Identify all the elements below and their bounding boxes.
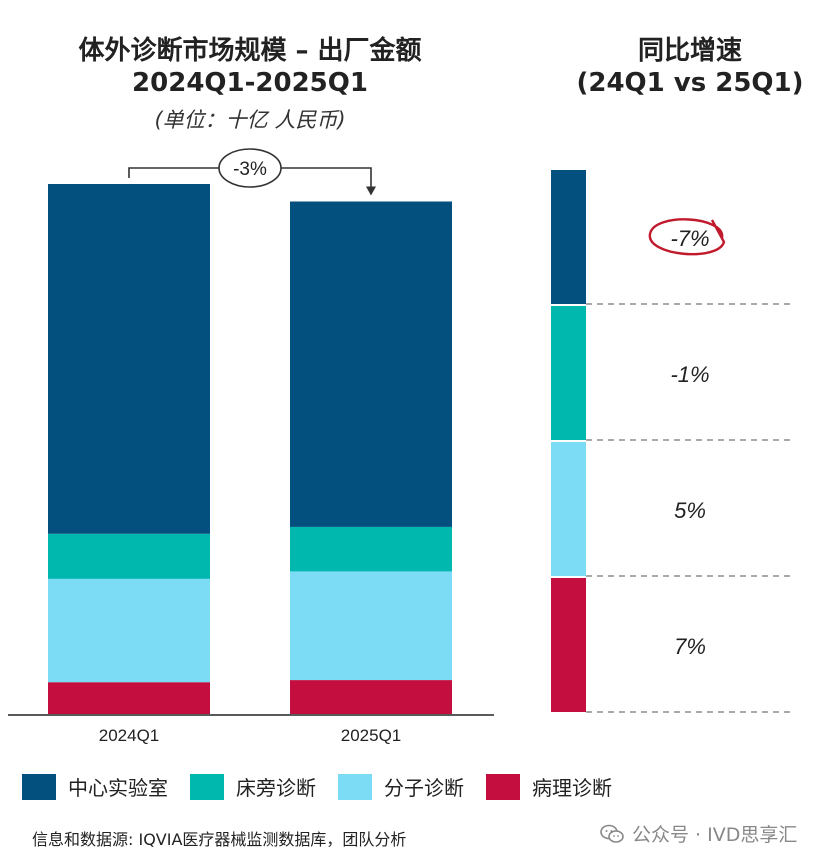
legend-item: 分子诊断 bbox=[338, 772, 464, 801]
growth-segment-molecular bbox=[551, 442, 586, 576]
growth-label-pathology: 7% bbox=[674, 634, 706, 659]
legend-item: 病理诊断 bbox=[486, 772, 612, 801]
highlight-circle bbox=[648, 218, 726, 256]
growth-label-molecular: 5% bbox=[674, 498, 706, 523]
legend-swatch bbox=[22, 773, 56, 800]
bar-segment-poct-2024Q1 bbox=[48, 533, 210, 579]
bar-segment-central_lab-2024Q1 bbox=[48, 184, 210, 534]
watermark-text: 公众号 · IVD思享汇 bbox=[632, 824, 798, 846]
total-change-label: -3% bbox=[233, 159, 267, 180]
bar-segment-poct-2025Q1 bbox=[290, 526, 452, 572]
chart-unit: (单位：十亿 人民币) bbox=[154, 108, 346, 132]
growth-subtitle: (24Q1 vs 25Q1) bbox=[576, 68, 804, 98]
growth-label-central_lab: -7% bbox=[670, 226, 709, 251]
x-tick-label: 2024Q1 bbox=[99, 726, 160, 745]
stacked-bar-chart: 2024Q1 2025Q1 -3% -7% -1% 5% 7% bbox=[8, 148, 790, 745]
bar-segment-pathology-2025Q1 bbox=[290, 680, 452, 714]
legend-swatch bbox=[190, 773, 224, 800]
legend-label: 床旁诊断 bbox=[236, 776, 316, 800]
growth-segment-pathology bbox=[551, 578, 586, 712]
legend-label: 中心实验室 bbox=[68, 776, 168, 800]
bar-segment-central_lab-2025Q1 bbox=[290, 201, 452, 527]
legend-swatch bbox=[338, 773, 372, 800]
source-note: 信息和数据源: IQVIA医疗器械监测数据库，团队分析 bbox=[32, 830, 407, 849]
change-ellipse bbox=[218, 148, 282, 188]
x-tick-label: 2025Q1 bbox=[341, 726, 402, 745]
growth-label-poct: -1% bbox=[670, 362, 709, 387]
legend-swatch bbox=[486, 773, 520, 800]
wechat-icon bbox=[600, 824, 624, 843]
watermark: 公众号 · IVD思享汇 bbox=[600, 820, 797, 847]
legend-item: 中心实验室 bbox=[22, 772, 168, 801]
chart-subtitle: 2024Q1-2025Q1 bbox=[132, 68, 368, 98]
legend: 中心实验室 床旁诊断 分子诊断 病理诊断 bbox=[22, 772, 634, 801]
bar-segment-molecular-2024Q1 bbox=[48, 578, 210, 683]
legend-label: 病理诊断 bbox=[532, 776, 612, 800]
legend-label: 分子诊断 bbox=[384, 776, 464, 800]
chart-title: 体外诊断市场规模 – 出厂金额 bbox=[78, 36, 422, 66]
growth-segment-central_lab bbox=[551, 170, 586, 304]
legend-item: 床旁诊断 bbox=[190, 772, 316, 801]
growth-title: 同比增速 bbox=[637, 36, 742, 66]
bar-segment-pathology-2024Q1 bbox=[48, 682, 210, 714]
growth-segment-poct bbox=[551, 306, 586, 440]
change-arrowhead bbox=[366, 186, 376, 196]
bar-segment-molecular-2025Q1 bbox=[290, 571, 452, 681]
